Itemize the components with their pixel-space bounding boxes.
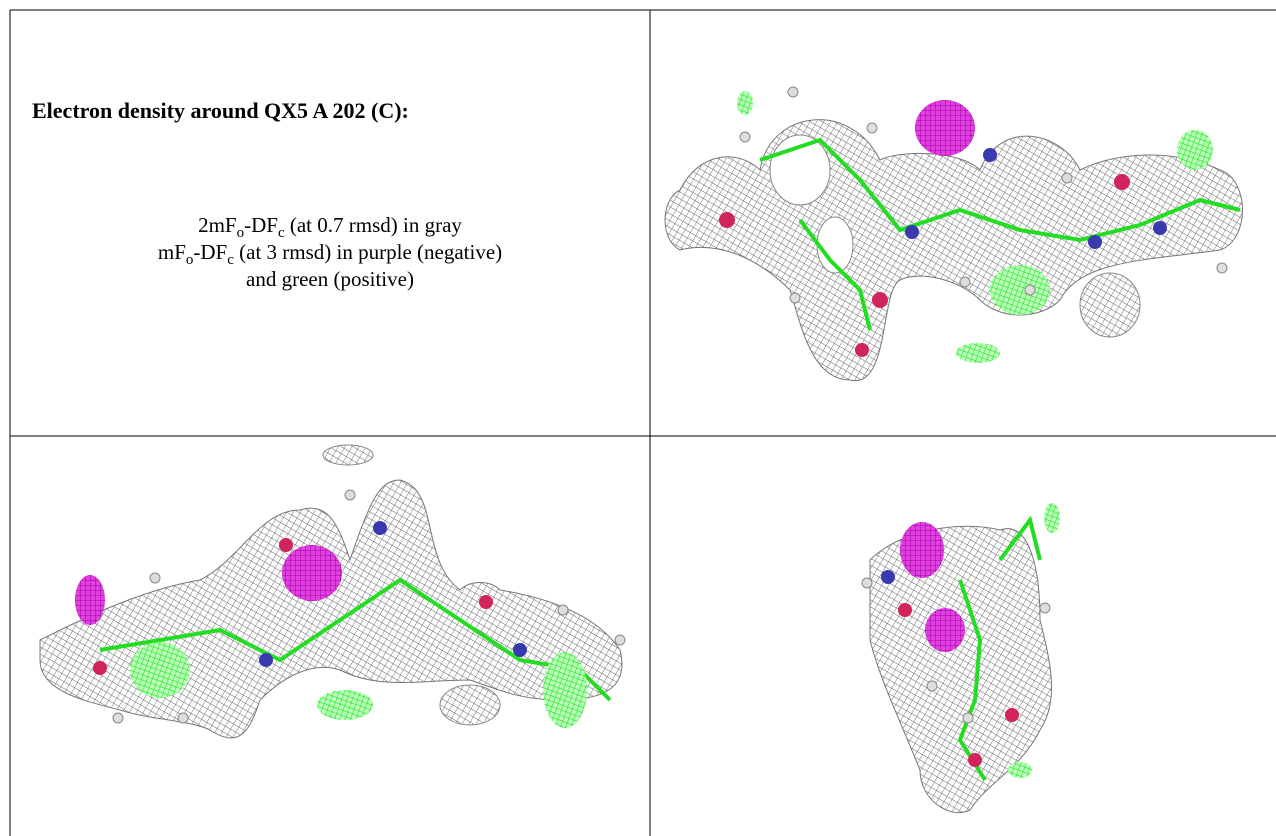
subscript: c (227, 252, 234, 268)
text-run: mF (158, 240, 186, 264)
caption-line: mFo-DFc (at 3 rmsd) in purple (negative) (158, 240, 502, 268)
subscript: o (237, 225, 245, 241)
subscript: c (278, 225, 285, 241)
text-run: -DF (244, 213, 278, 237)
table-grid (9, 9, 1276, 836)
density-image (39, 444, 626, 739)
panel-title: Electron density around QX5 A 202 (C): (32, 98, 409, 123)
text-run: (at 0.7 rmsd) in gray (285, 213, 463, 237)
subscript: o (186, 252, 194, 268)
caption-line: 2mFo-DFc (at 0.7 rmsd) in gray (198, 213, 462, 241)
density-image (861, 503, 1060, 814)
text-run: -DF (193, 240, 227, 264)
text-run: 2mF (198, 213, 237, 237)
density-image (664, 86, 1243, 381)
text-run: (at 3 rmsd) in purple (negative) (234, 240, 502, 264)
text-run: and green (positive) (246, 267, 414, 291)
caption-line: and green (positive) (246, 267, 414, 291)
